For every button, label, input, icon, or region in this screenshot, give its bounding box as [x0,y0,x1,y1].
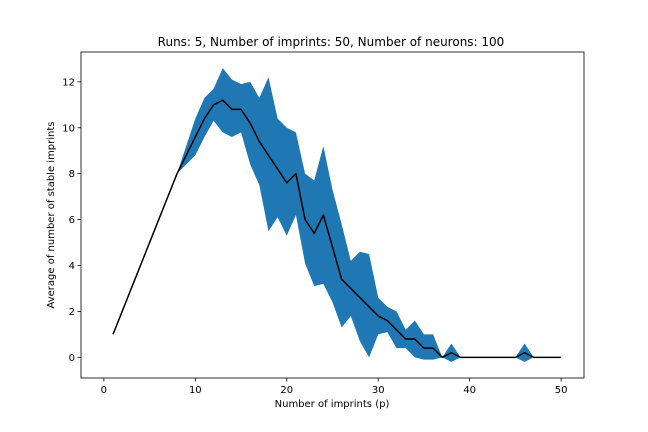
y-tick-label: 2 [69,307,75,318]
x-tick-label: 0 [101,385,107,396]
x-axis-label: Number of imprints (p) [275,399,390,410]
y-tick-label: 4 [69,261,75,272]
y-axis: 0 2 4 6 8 10 12 [62,77,81,364]
x-tick-label: 40 [463,385,476,396]
y-tick-label: 8 [69,169,75,180]
plot-area [112,68,562,362]
y-axis-label: Average of number of stable imprints [46,121,57,308]
axes-frame [80,51,585,379]
chart-title: Runs: 5, Number of imprints: 50, Number … [158,35,505,49]
x-tick-label: 50 [555,385,568,396]
y-tick-label: 12 [62,77,75,88]
std-band [113,68,562,362]
y-tick-label: 6 [69,215,75,226]
x-axis: 0 10 20 30 40 50 [101,378,568,396]
y-tick-label: 0 [69,353,75,364]
y-tick-label: 10 [62,123,75,134]
mean-line [112,99,562,359]
x-tick-label: 20 [280,385,293,396]
x-tick-label: 30 [372,385,385,396]
x-tick-label: 10 [189,385,202,396]
